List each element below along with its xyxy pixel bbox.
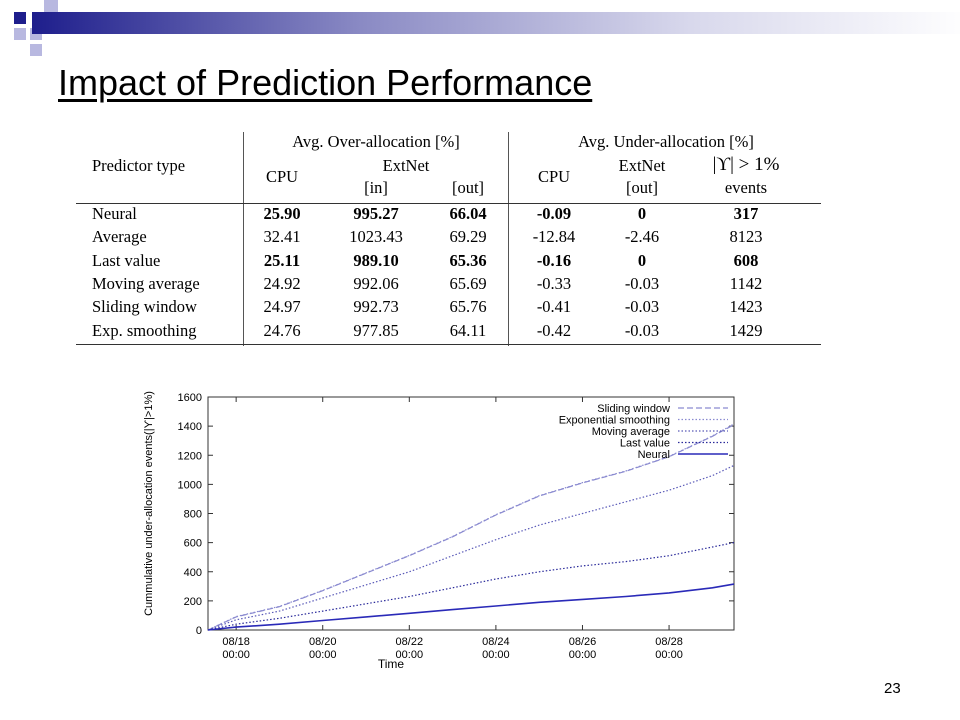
- x-tick-label: 08/22: [396, 636, 424, 648]
- table-cell-ucpu: -0.33: [536, 273, 572, 293]
- legend-label: Neural: [638, 449, 670, 461]
- x-tick-label-time: 00:00: [655, 649, 683, 661]
- table-cell-cpu: 25.90: [263, 204, 301, 223]
- header-predictor-type: Predictor type: [92, 156, 186, 175]
- legend-label: Sliding window: [597, 403, 670, 415]
- y-tick-label: 400: [184, 567, 202, 579]
- table-cell-in: 1023.43: [349, 227, 403, 247]
- table-row-label: Sliding window: [92, 297, 197, 317]
- slide-title: Impact of Prediction Performance: [58, 62, 593, 103]
- table-row-label: Last value: [92, 250, 161, 270]
- table-cell-events: 1429: [729, 320, 763, 340]
- header-out-over: [out]: [451, 178, 485, 197]
- table-row-label: Exp. smoothing: [92, 320, 197, 340]
- table-cell-uout: 0: [637, 204, 647, 223]
- header-upsilon: |ϒ| > 1%: [712, 154, 780, 175]
- table-cell-uout: -0.03: [624, 273, 660, 293]
- header-under-allocation: Avg. Under-allocation [%]: [578, 132, 754, 151]
- table-cell-in: 992.06: [353, 273, 399, 293]
- table-cell-ucpu: -0.16: [536, 250, 572, 270]
- header-events: events: [724, 178, 768, 197]
- series-line-moving-average: [207, 464, 735, 631]
- table-cell-in: 989.10: [353, 250, 399, 270]
- y-tick-label: 0: [196, 625, 202, 637]
- x-tick-label-time: 00:00: [569, 649, 597, 661]
- decorative-square-light-3: [30, 44, 42, 56]
- cumulative-events-chart: 0200400600800100012001400160008/1800:000…: [143, 391, 735, 671]
- header-out-under: [out]: [625, 178, 659, 197]
- table-cell-ucpu: -0.09: [536, 204, 572, 223]
- header-in: [in]: [364, 178, 388, 197]
- table-cell-uout: -0.03: [624, 297, 660, 317]
- series-line-neural: [207, 583, 735, 631]
- page-number: 23: [884, 680, 901, 697]
- x-axis-label: Time: [378, 657, 405, 671]
- table-divider-1: [243, 132, 244, 346]
- decorative-square-dark-1: [14, 12, 26, 24]
- table-cell-cpu: 25.11: [263, 250, 301, 270]
- y-tick-label: 600: [184, 538, 202, 550]
- table-cell-out: 65.76: [449, 297, 487, 317]
- x-tick-label-time: 00:00: [396, 649, 424, 661]
- x-tick-label-time: 00:00: [222, 649, 250, 661]
- table-cell-out: 66.04: [449, 204, 487, 223]
- header-extnet-over: ExtNet: [382, 156, 430, 175]
- table-cell-ucpu: -0.42: [536, 320, 572, 340]
- results-table: Avg. Over-allocation [%] Avg. Under-allo…: [76, 128, 821, 346]
- table-cell-ucpu: -0.41: [536, 297, 572, 317]
- table-cell-uout: 0: [637, 250, 647, 270]
- table-cell-ucpu: -12.84: [532, 227, 576, 247]
- y-tick-label: 1000: [178, 479, 202, 491]
- table-cell-in: 992.73: [353, 297, 399, 317]
- table-cell-out: 64.11: [449, 320, 487, 340]
- table-cell-in: 995.27: [353, 204, 399, 223]
- decorative-square-light-4: [44, 0, 58, 12]
- table-cell-uout: -2.46: [624, 227, 660, 247]
- table-cell-cpu: 24.97: [263, 297, 301, 317]
- table-cell-out: 65.69: [449, 273, 487, 293]
- header-cpu-over: CPU: [265, 167, 299, 186]
- table-row-label: Neural: [92, 204, 137, 223]
- header-over-allocation: Avg. Over-allocation [%]: [292, 132, 460, 151]
- header-cpu-under: CPU: [537, 167, 571, 186]
- table-cell-cpu: 24.92: [263, 273, 301, 293]
- legend-label: Moving average: [592, 426, 670, 438]
- table-cell-events: 1142: [729, 273, 763, 293]
- table-row-label: Average: [92, 227, 147, 247]
- header-gradient-bar: [32, 12, 960, 34]
- table-cell-uout: -0.03: [624, 320, 660, 340]
- table-cell-cpu: 24.76: [263, 320, 301, 340]
- legend-label: Last value: [620, 438, 670, 450]
- y-tick-label: 200: [184, 596, 202, 608]
- series-line-last-value: [207, 542, 735, 631]
- header-extnet-under: ExtNet: [618, 156, 666, 175]
- series-line-sliding-window: [207, 424, 735, 631]
- table-cell-in: 977.85: [353, 320, 399, 340]
- x-tick-label: 08/28: [655, 636, 683, 648]
- y-tick-label: 1200: [178, 450, 202, 462]
- table-divider-2: [508, 132, 509, 346]
- table-cell-events: 317: [733, 204, 759, 223]
- x-tick-label: 08/26: [569, 636, 597, 648]
- table-cell-events: 608: [733, 250, 759, 270]
- legend-label: Exponential smoothing: [559, 415, 670, 427]
- x-tick-label: 08/24: [482, 636, 510, 648]
- y-tick-label: 1600: [178, 392, 202, 404]
- table-rule-bottom: [76, 344, 821, 345]
- y-axis-label: Cummulative under-allocation events(|ϒ|>…: [143, 391, 155, 616]
- x-tick-label: 08/18: [222, 636, 250, 648]
- table-cell-cpu: 32.41: [263, 227, 301, 247]
- table-cell-events: 8123: [729, 227, 763, 247]
- table-rule-top: [76, 203, 821, 204]
- y-tick-label: 1400: [178, 421, 202, 433]
- y-tick-label: 800: [184, 509, 202, 521]
- decorative-square-light-1: [14, 28, 26, 40]
- x-tick-label: 08/20: [309, 636, 337, 648]
- table-row-label: Moving average: [92, 273, 200, 293]
- table-cell-out: 69.29: [449, 227, 487, 247]
- x-tick-label-time: 00:00: [309, 649, 337, 661]
- table-cell-out: 65.36: [449, 250, 487, 270]
- table-cell-events: 1423: [729, 297, 763, 317]
- x-tick-label-time: 00:00: [482, 649, 510, 661]
